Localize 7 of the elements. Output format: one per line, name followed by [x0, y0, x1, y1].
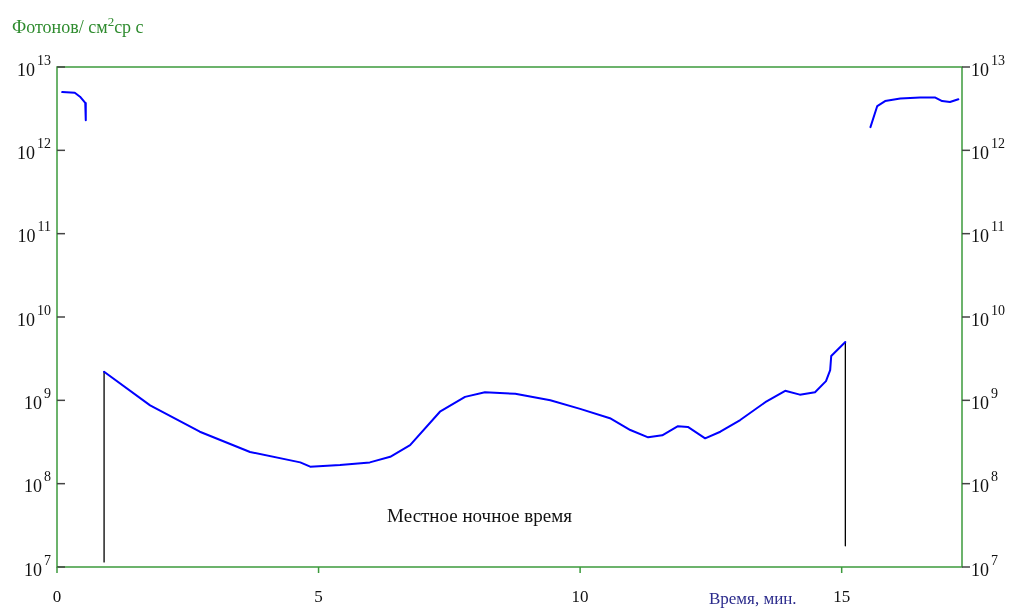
annotation: Местное ночное время: [387, 504, 573, 526]
y-axis-title: Фотонов/ см$^{2}$ср с: [12, 14, 144, 38]
x-tick-label: 15: [833, 586, 851, 606]
x-tick-label: 0: [52, 586, 62, 606]
x-tick-label: 10: [571, 586, 589, 606]
x-tick-label: 5: [314, 586, 323, 606]
x-axis-title: Время, мин.: [708, 588, 797, 608]
